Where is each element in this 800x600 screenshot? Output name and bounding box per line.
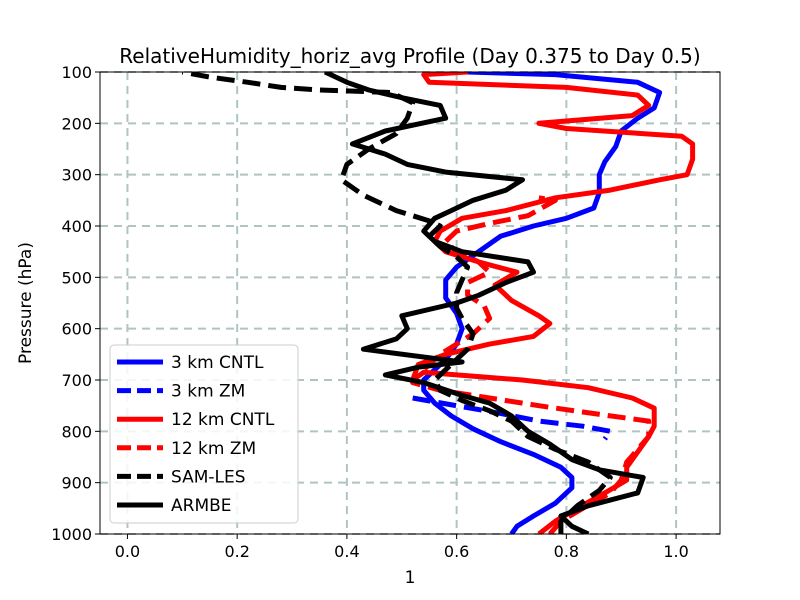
x-axis-label: 1 [405,568,416,588]
y-tick-label: 200 [61,114,92,133]
x-tick-label: 0.0 [115,542,140,561]
legend-label: 3 km ZM [171,382,245,402]
x-tick-label: 0.6 [444,542,469,561]
tick-layer: 0.0 0.2 0.4 0.6 0.8 1.0 100 200 300 400 500 600 700 8… [51,63,689,561]
series-line-sam-les [181,72,613,534]
legend-label: 12 km ZM [171,439,256,459]
y-tick-label: 600 [61,320,92,339]
legend-label: ARMBE [171,496,232,516]
legend-label: SAM-LES [171,467,246,487]
plot-frame [99,71,721,535]
series-line-12-km-cntl [410,72,696,534]
legend-label: 12 km CNTL [171,410,275,430]
y-axis-label: Pressure (hPa) [16,242,36,364]
legend: 3 km CNTL 3 km ZM 12 km CNTL 12 km ZM SAM-LE… [109,344,299,524]
series-line-armbe [323,72,646,534]
y-tick-label: 900 [61,474,92,493]
chart-title: RelativeHumidity_horiz_avg Profile (Day … [119,44,700,68]
legend-label: 3 km CNTL [171,353,264,373]
x-tick-label: 0.8 [554,542,579,561]
y-tick-label: 400 [61,217,92,236]
y-tick-label: 800 [61,422,92,441]
x-tick-label: 0.4 [334,542,359,561]
x-tick-label: 1.0 [663,542,688,561]
y-tick-label: 100 [61,63,92,82]
y-tick-label: 500 [61,268,92,287]
x-tick-label: 0.2 [224,542,249,561]
plot-area [181,72,696,534]
y-tick-label: 300 [61,166,92,185]
y-tick-label: 1000 [51,525,92,544]
y-tick-label: 700 [61,371,92,390]
